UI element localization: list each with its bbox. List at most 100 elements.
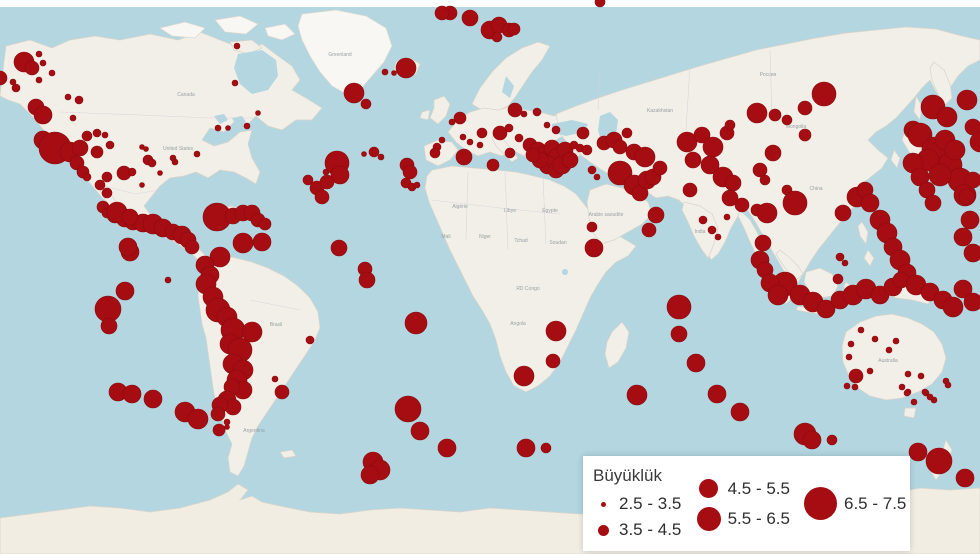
earthquake-marker[interactable] [848,368,864,384]
earthquake-marker[interactable] [410,421,430,441]
earthquake-marker[interactable] [724,119,736,131]
earthquake-marker[interactable] [476,127,488,139]
earthquake-marker[interactable] [514,133,524,143]
earthquake-marker[interactable] [381,68,389,76]
earthquake-marker[interactable] [953,279,973,299]
earthquake-marker[interactable] [438,136,446,144]
earthquake-marker[interactable] [767,284,789,306]
earthquake-marker[interactable] [360,98,372,110]
earthquake-marker[interactable] [516,438,536,458]
earthquake-marker[interactable] [223,418,231,426]
earthquake-marker[interactable] [843,382,851,390]
earthquake-marker[interactable] [594,0,606,8]
earthquake-marker[interactable] [798,128,812,142]
earthquake-marker[interactable] [24,60,40,76]
earthquake-marker[interactable] [723,213,731,221]
earthquake-marker[interactable] [707,384,727,404]
earthquake-marker[interactable] [676,131,698,153]
earthquake-marker[interactable] [746,102,768,124]
earthquake-marker[interactable] [634,146,656,168]
earthquake-marker[interactable] [48,69,56,77]
earthquake-marker[interactable] [33,105,53,125]
earthquake-marker[interactable] [491,31,503,43]
earthquake-marker[interactable] [224,424,230,430]
earthquake-marker[interactable] [39,59,47,67]
earthquake-marker[interactable] [581,144,593,156]
earthquake-marker[interactable] [361,151,367,157]
earthquake-marker[interactable] [666,294,692,320]
earthquake-marker[interactable] [832,273,844,285]
earthquake-marker[interactable] [358,271,376,289]
earthquake-marker[interactable] [11,83,21,93]
earthquake-marker[interactable] [904,370,912,378]
earthquake-marker[interactable] [797,100,813,116]
earthquake-marker[interactable] [302,174,314,186]
earthquake-marker[interactable] [413,181,421,189]
earthquake-marker[interactable] [963,292,980,312]
earthquake-marker[interactable] [214,124,222,132]
earthquake-marker[interactable] [209,246,231,268]
earthquake-marker[interactable] [101,187,113,199]
earthquake-marker[interactable] [274,384,290,400]
earthquake-marker[interactable] [225,125,231,131]
earthquake-marker[interactable] [811,81,837,107]
earthquake-marker[interactable] [187,408,209,430]
earthquake-marker[interactable] [94,179,106,191]
earthquake-marker[interactable] [587,165,597,175]
earthquake-marker[interactable] [764,144,782,162]
earthquake-marker[interactable] [721,189,739,207]
earthquake-marker[interactable] [243,122,251,130]
earthquake-marker[interactable] [461,9,479,27]
earthquake-marker[interactable] [434,5,450,21]
earthquake-marker[interactable] [917,372,925,380]
earthquake-marker[interactable] [157,170,163,176]
earthquake-marker[interactable] [576,126,590,140]
earthquake-marker[interactable] [504,123,514,133]
earthquake-marker[interactable] [212,423,226,437]
earthquake-marker[interactable] [164,276,172,284]
earthquake-marker[interactable] [866,367,874,375]
earthquake-marker[interactable] [69,114,77,122]
earthquake-marker[interactable] [834,204,852,222]
earthquake-marker[interactable] [693,126,711,144]
earthquake-marker[interactable] [892,337,900,345]
earthquake-marker[interactable] [826,434,838,446]
earthquake-marker[interactable] [910,398,918,406]
earthquake-marker[interactable] [754,234,772,252]
earthquake-marker[interactable] [101,131,109,139]
earthquake-marker[interactable] [960,210,980,230]
earthquake-marker[interactable] [958,188,976,206]
earthquake-marker[interactable] [466,138,474,146]
earthquake-marker[interactable] [330,239,348,257]
earthquake-marker[interactable] [143,389,163,409]
earthquake-marker[interactable] [898,383,906,391]
earthquake-marker[interactable] [921,388,929,396]
earthquake-marker[interactable] [330,165,350,185]
earthquake-marker[interactable] [851,383,859,391]
earthquake-marker[interactable] [586,221,598,233]
earthquake-marker[interactable] [756,202,778,224]
earthquake-marker[interactable] [377,153,385,161]
earthquake-marker[interactable] [101,171,113,183]
earthquake-marker[interactable] [724,174,742,192]
earthquake-marker[interactable] [857,326,865,334]
earthquake-marker[interactable] [305,335,315,345]
earthquake-marker[interactable] [459,133,467,141]
earthquake-marker[interactable] [936,106,958,128]
earthquake-marker[interactable] [707,225,717,235]
earthquake-marker[interactable] [404,311,428,335]
earthquake-marker[interactable] [545,320,567,342]
earthquake-marker[interactable] [702,136,724,158]
earthquake-marker[interactable] [232,232,254,254]
earthquake-marker[interactable] [621,127,633,139]
earthquake-marker[interactable] [532,107,542,117]
earthquake-marker[interactable] [492,125,508,141]
earthquake-marker[interactable] [368,146,380,158]
earthquake-marker[interactable] [942,296,964,318]
earthquake-marker[interactable] [545,353,561,369]
earthquake-marker[interactable] [714,233,722,241]
earthquake-marker[interactable] [925,447,953,475]
earthquake-marker[interactable] [944,139,966,161]
earthquake-marker[interactable] [561,151,579,169]
